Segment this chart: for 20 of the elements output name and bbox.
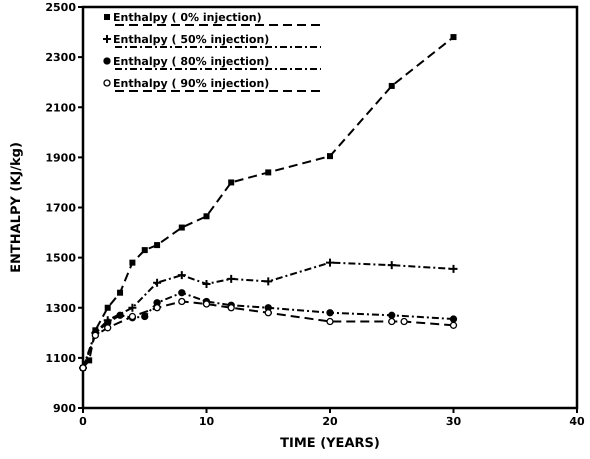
y-tick-label: 2500 bbox=[45, 1, 76, 14]
y-tick-label: 1900 bbox=[45, 151, 76, 164]
y-tick-label: 1500 bbox=[45, 252, 76, 265]
x-axis-title: TIME (YEARS) bbox=[280, 436, 380, 451]
legend-label: Enthalpy ( 50% injection) bbox=[113, 33, 270, 46]
x-tick-label: 10 bbox=[198, 415, 214, 428]
x-tick-label: 20 bbox=[322, 415, 338, 428]
x-tick-label: 40 bbox=[569, 415, 585, 428]
y-tick-label: 1700 bbox=[45, 202, 76, 214]
y-tick-label: 1300 bbox=[45, 302, 76, 315]
legend-label: Enthalpy ( 90% injection) bbox=[113, 77, 270, 90]
y-tick-label: 900 bbox=[53, 402, 76, 415]
y-tick-label: 2300 bbox=[45, 51, 76, 64]
x-tick-label: 30 bbox=[446, 415, 462, 428]
legend-label: Enthalpy ( 0% injection) bbox=[113, 11, 262, 24]
x-tick-label: 0 bbox=[79, 415, 88, 428]
legend-label: Enthalpy ( 80% injection) bbox=[113, 55, 270, 68]
y-tick-label: 1100 bbox=[45, 352, 76, 365]
y-axis-title: ENTHALPY (KJ/kg) bbox=[9, 142, 24, 273]
y-tick-label: 2100 bbox=[45, 101, 76, 114]
